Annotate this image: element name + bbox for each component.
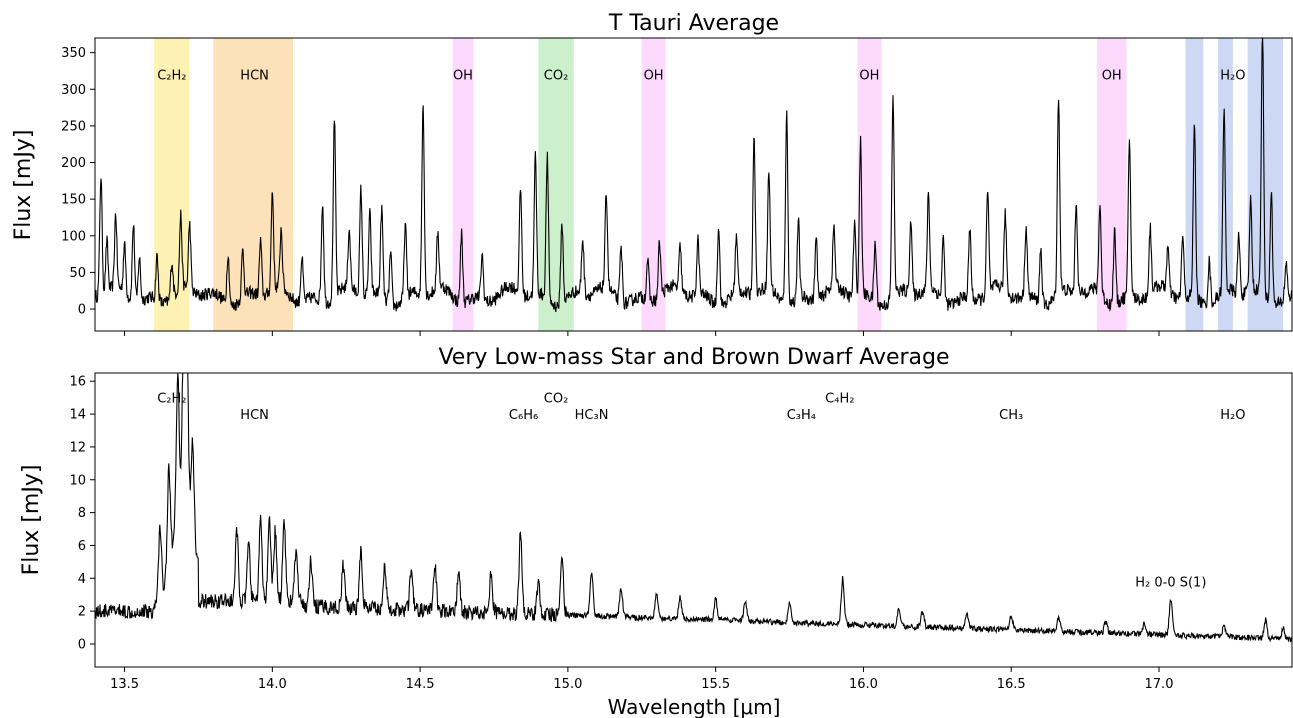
x-tick-label: 16.0 (849, 677, 878, 692)
band-7 (1185, 38, 1204, 331)
species-label: C₄H₂ (825, 392, 854, 407)
y-tick-label: 8 (78, 506, 86, 521)
x-tick-label: 15.5 (701, 677, 730, 692)
species-label: OH (644, 69, 664, 84)
x-tick-label: 17.0 (1145, 677, 1174, 692)
brown-dwarf-ylabel: Flux [mJy] (19, 465, 44, 576)
t-tauri-ylabel: Flux [mJy] (11, 130, 36, 241)
plot-frame (94, 37, 1293, 332)
species-label: C₂H₂ (157, 69, 186, 84)
species-label: C₃H₄ (787, 408, 816, 423)
species-label: OH (1102, 69, 1122, 84)
species-label: CO₂ (544, 69, 569, 84)
species-label: HCN (240, 69, 269, 84)
y-tick-label: 350 (61, 46, 86, 61)
species-label: C₂H₂ (157, 392, 186, 407)
y-tick-label: 2 (78, 605, 86, 620)
y-tick-label: 4 (78, 572, 86, 587)
x-tick-label: 13.5 (110, 677, 139, 692)
brown-dwarf-spectrum-line (94, 372, 1293, 643)
band-2 (452, 38, 474, 331)
species-label: C₆H₆ (509, 408, 538, 423)
species-label: OH (453, 69, 473, 84)
species-label: HCN (240, 408, 269, 423)
species-label: H₂ 0-0 S(1) (1135, 576, 1206, 591)
species-label: CH₃ (999, 408, 1023, 423)
species-label: H₂O (1220, 408, 1245, 423)
x-tick-label: 14.5 (406, 677, 435, 692)
y-tick-label: 250 (61, 119, 86, 134)
t-tauri-spectrum-line (94, 37, 1293, 313)
y-tick-label: 0 (78, 303, 86, 318)
y-tick-label: 300 (61, 83, 86, 98)
species-label: HC₃N (575, 408, 609, 423)
y-tick-label: 14 (69, 408, 86, 423)
t-tauri-title: T Tauri Average (608, 11, 779, 36)
brown-dwarf-panel: Very Low-mass Star and Brown Dwarf Avera… (19, 345, 1293, 718)
x-tick-label: 15.0 (553, 677, 582, 692)
y-tick-label: 16 (69, 375, 86, 390)
y-tick-label: 12 (69, 440, 86, 455)
species-label: H₂O (1220, 69, 1245, 84)
x-tick-label: 14.0 (258, 677, 287, 692)
y-tick-label: 6 (78, 539, 86, 554)
y-tick-label: 10 (69, 473, 86, 488)
y-tick-label: 200 (61, 156, 86, 171)
x-axis-label: Wavelength [μm] (608, 695, 781, 718)
species-label: OH (859, 69, 879, 84)
band-5 (857, 38, 882, 331)
y-tick-label: 0 (78, 638, 86, 653)
x-tick-label: 16.5 (997, 677, 1026, 692)
species-label: CO₂ (544, 392, 569, 407)
plot-frame (94, 372, 1293, 668)
brown-dwarf-title: Very Low-mass Star and Brown Dwarf Avera… (438, 345, 949, 370)
y-tick-label: 100 (61, 229, 86, 244)
y-tick-label: 50 (69, 266, 86, 281)
y-tick-label: 150 (61, 193, 86, 208)
t-tauri-panel: T Tauri Average Flux [mJy] 0 50 100 150 200 2… (11, 11, 1293, 336)
